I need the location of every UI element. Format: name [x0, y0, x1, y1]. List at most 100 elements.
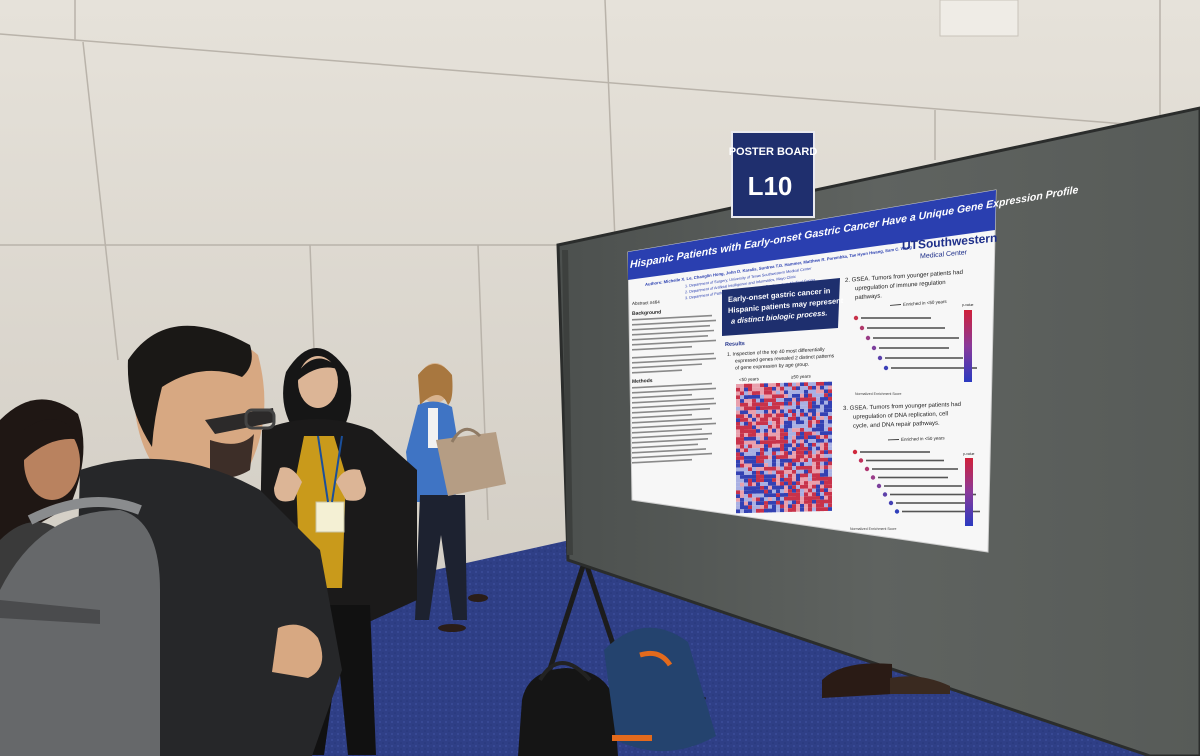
heatmap-cell — [792, 458, 796, 463]
heatmap-cell — [800, 409, 804, 413]
heatmap-cell — [804, 401, 808, 406]
heatmap-cell — [760, 406, 764, 410]
heatmap-cell — [800, 458, 804, 463]
heatmap-cell — [768, 398, 772, 403]
heatmap-cell — [752, 429, 756, 433]
heatmap-cell — [784, 394, 788, 398]
heatmap-cell — [740, 406, 744, 411]
heatmap-cell — [788, 508, 792, 512]
heatmap-cell — [736, 384, 740, 388]
heatmap-cell — [812, 458, 816, 462]
heatmap-cell — [752, 471, 756, 475]
heatmap-cell — [800, 393, 804, 398]
heatmap-cell — [756, 508, 760, 513]
enriched-label-1: Enriched in <50 years — [903, 299, 947, 307]
heatmap-cell — [768, 447, 772, 452]
heatmap-cell — [756, 432, 760, 437]
heatmap-cell — [748, 505, 752, 510]
heatmap-cell — [824, 427, 828, 432]
heatmap-cell — [752, 501, 756, 506]
heatmap-cell — [824, 389, 828, 394]
gsea-immune-dots — [853, 315, 977, 371]
heatmap-cell — [744, 478, 748, 483]
heatmap-cell — [804, 405, 808, 409]
heatmap-cell — [768, 444, 772, 448]
heatmap-cell — [768, 394, 772, 399]
heatmap-cell — [752, 436, 756, 441]
gsea-dot — [877, 355, 883, 361]
heatmap-cell — [780, 500, 784, 505]
heatmap-cell — [748, 406, 752, 411]
heatmap-cell — [744, 391, 748, 396]
heatmap-cell — [796, 428, 800, 432]
heatmap-cell — [776, 432, 780, 437]
heatmap-cell — [752, 459, 756, 464]
heatmap-cell — [764, 447, 768, 452]
heatmap-cell — [764, 459, 768, 464]
heatmap-cell — [796, 447, 800, 451]
gsea-dot — [858, 458, 864, 463]
heatmap-cell — [736, 463, 740, 468]
heatmap-cell — [816, 465, 820, 470]
heatmap-cell — [736, 501, 740, 506]
heatmap-cell — [820, 457, 824, 462]
heatmap-cell — [808, 416, 812, 421]
heatmap-cell — [740, 497, 744, 502]
heatmap-cell — [816, 473, 820, 477]
heatmap-cell — [792, 413, 796, 417]
heatmap-cell — [800, 496, 804, 501]
heatmap-cell — [780, 496, 784, 501]
heatmap-cell — [760, 493, 764, 498]
heatmap-cell — [796, 450, 800, 455]
heatmap-cell — [748, 452, 752, 456]
heatmap-cell — [808, 443, 812, 447]
heatmap-cell — [748, 459, 752, 464]
heatmap-cell — [820, 507, 824, 512]
heatmap-cell — [820, 389, 824, 394]
heatmap-cell — [772, 428, 776, 433]
heatmap-cell — [824, 435, 828, 439]
heatmap-cell — [784, 451, 788, 455]
heatmap-cell — [816, 427, 820, 432]
heatmap-cell — [756, 440, 760, 445]
heatmap-cell — [768, 440, 772, 444]
heatmap-cell — [828, 393, 832, 397]
heatmap-cell — [804, 386, 808, 390]
heatmap-cell — [828, 431, 832, 435]
heatmap-cell — [760, 463, 764, 467]
heatmap-cell — [784, 386, 788, 391]
heatmap-cell — [768, 409, 772, 414]
heatmap-cell — [824, 404, 828, 409]
heatmap-cell — [756, 497, 760, 502]
heatmap-cell — [756, 425, 760, 430]
heatmap-cell — [820, 450, 824, 455]
heatmap-cell — [780, 458, 784, 463]
heatmap-cell — [780, 508, 784, 513]
heatmap-cell — [736, 494, 740, 498]
heatmap-cell — [748, 383, 752, 388]
heatmap-cell — [748, 493, 752, 498]
heatmap-cell — [748, 433, 752, 437]
poster-results: Results 1. Inspection of the top 40 most… — [725, 341, 835, 382]
heatmap-cell — [792, 435, 796, 440]
legend-title-1: p-value — [962, 303, 974, 307]
heatmap-cell — [740, 387, 744, 392]
heatmap-cell — [740, 395, 744, 400]
heatmap-cell — [764, 406, 768, 410]
heatmap-cell — [828, 419, 832, 424]
heatmap-cell — [788, 439, 792, 444]
heatmap-cell — [736, 460, 740, 464]
heatmap-cell — [784, 409, 788, 414]
heatmap-cell — [828, 423, 832, 428]
heatmap-cell — [824, 457, 828, 462]
heatmap-cell — [780, 443, 784, 448]
heatmap-cell — [804, 465, 808, 470]
heatmap-cell — [792, 451, 796, 455]
heatmap-cell — [808, 427, 812, 432]
heatmap-cell — [816, 385, 820, 390]
heatmap-cell — [760, 470, 764, 475]
heatmap-cell — [800, 447, 804, 451]
heatmap-cell — [784, 405, 788, 410]
heatmap-cell — [764, 466, 768, 471]
heatmap-cell — [760, 459, 764, 464]
